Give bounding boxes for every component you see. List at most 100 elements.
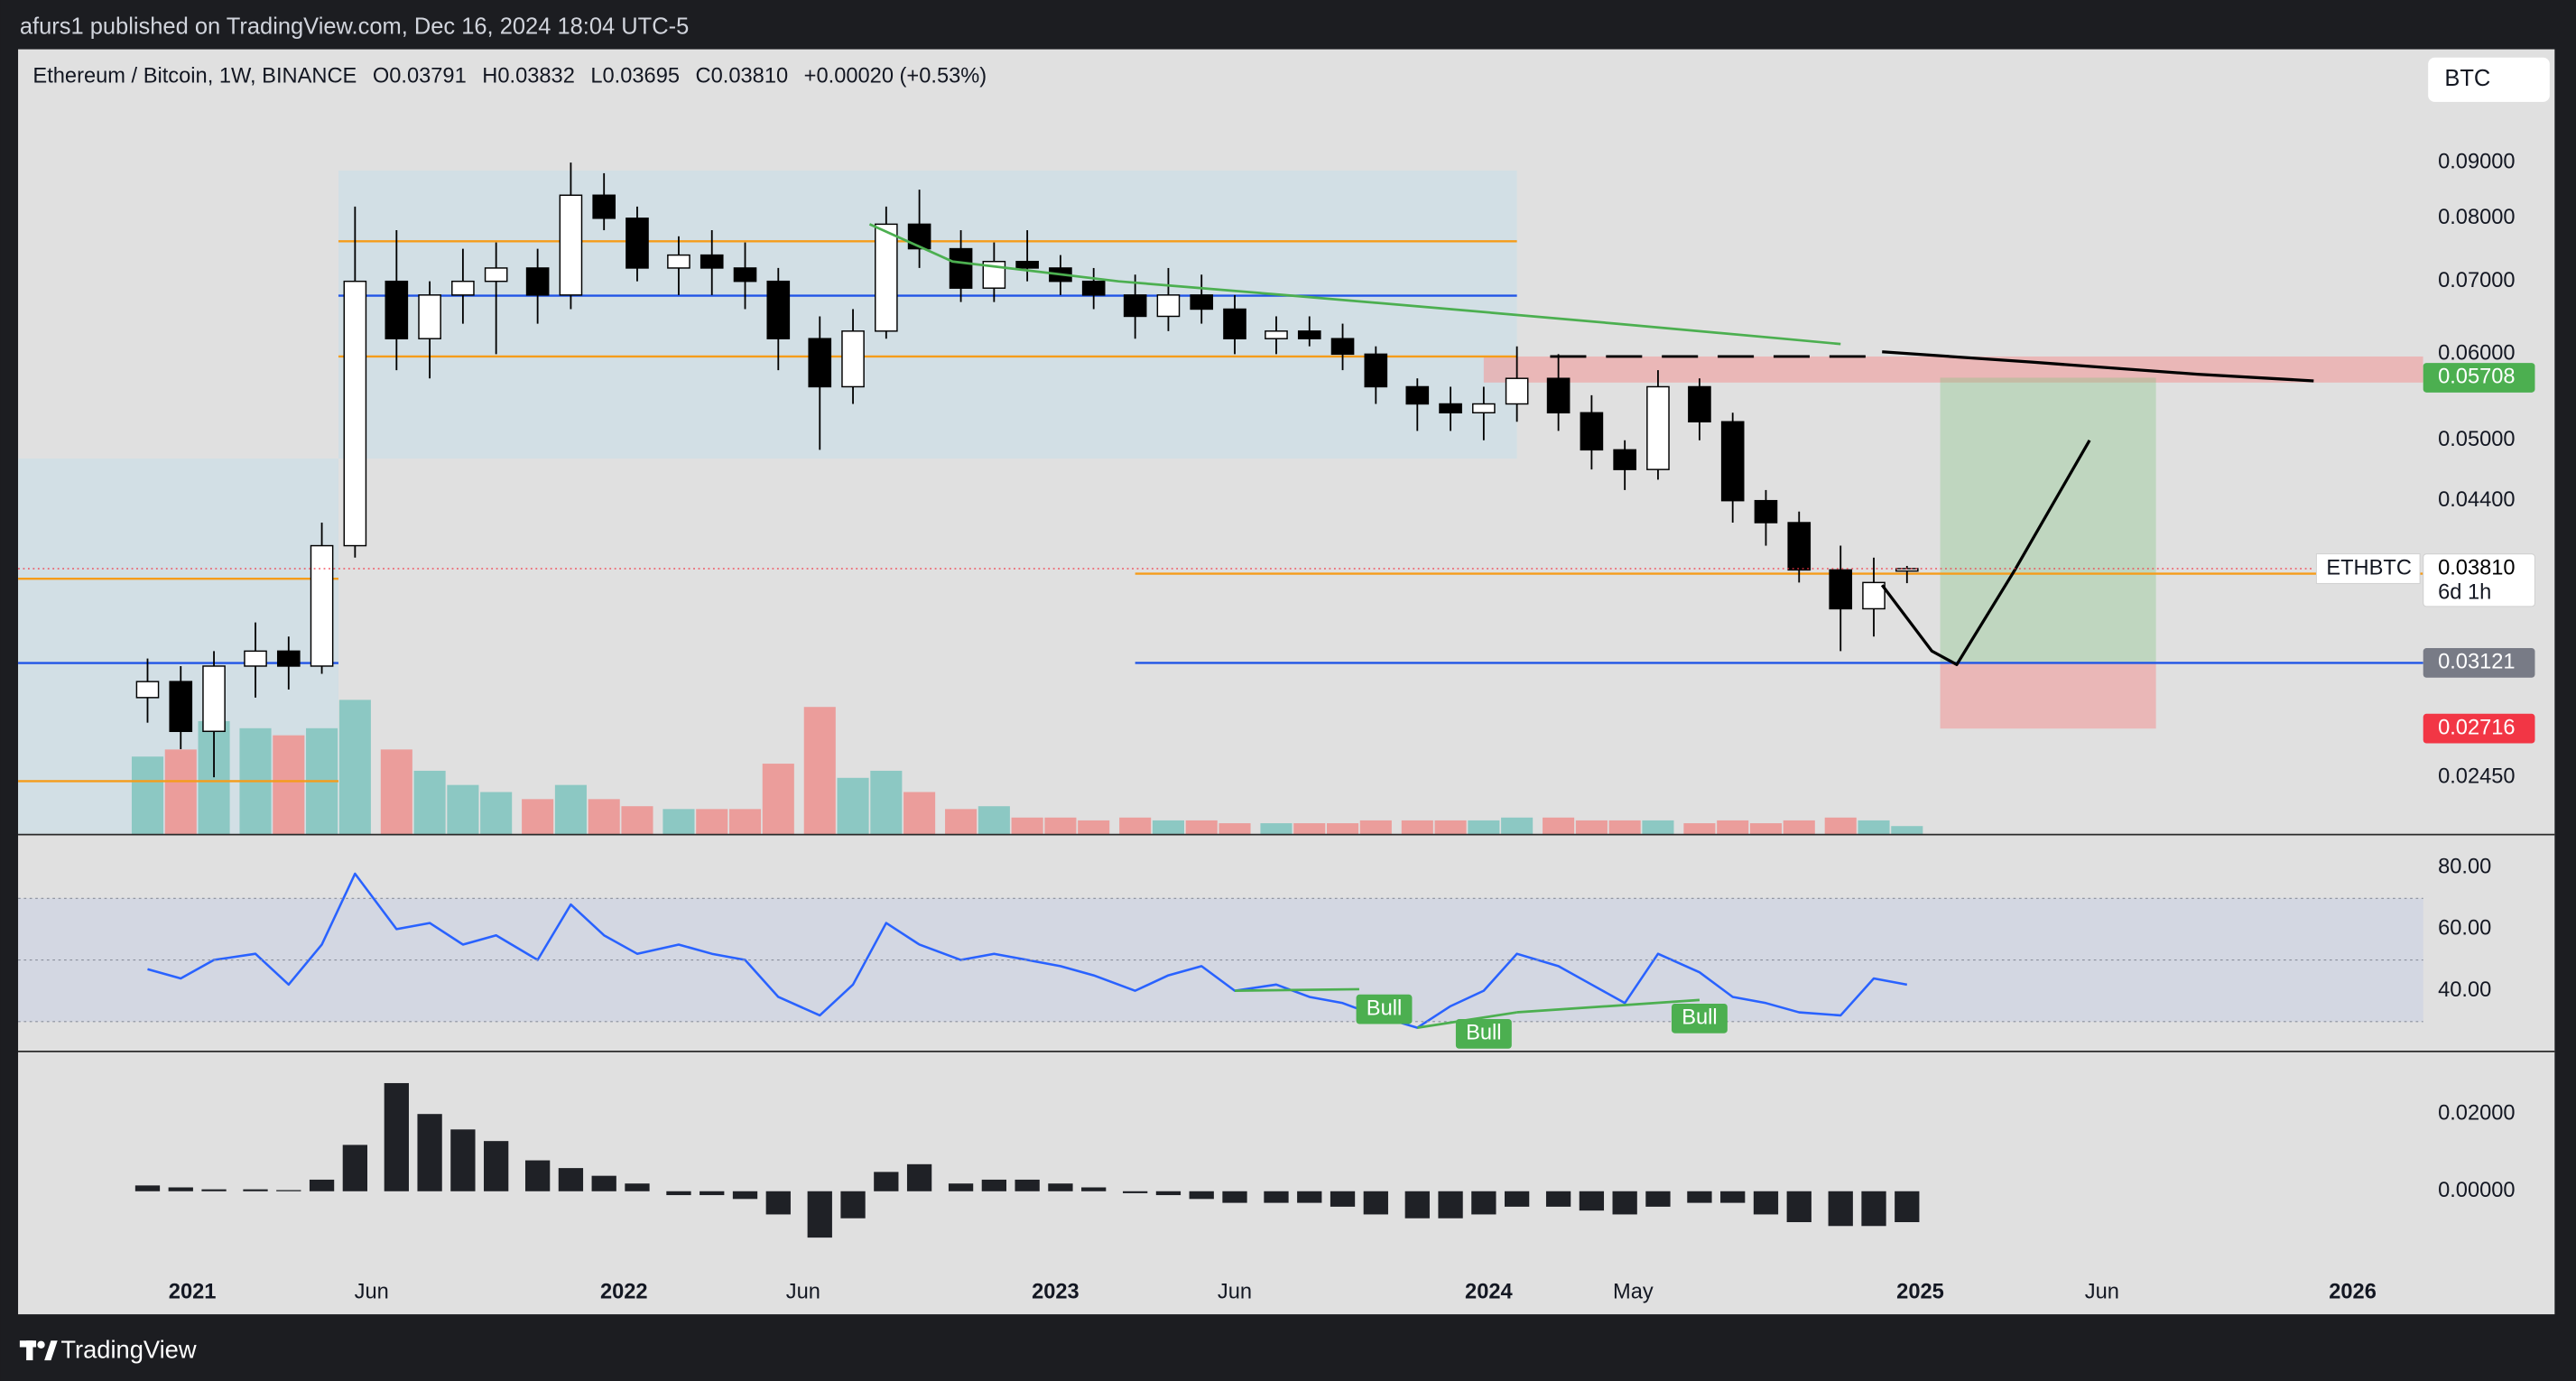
rsi-tick-label: 80.00 (2438, 855, 2491, 878)
candle-body (1546, 377, 1571, 414)
price-badge-label: 0.03810 (2438, 556, 2516, 579)
volume-bar (696, 809, 728, 835)
volume-bar (762, 764, 794, 835)
macd-bar (134, 1185, 161, 1191)
volume-bar (1434, 820, 1467, 835)
volume-bar (338, 700, 371, 835)
price-badge (2423, 648, 2535, 678)
candle-body (310, 544, 334, 667)
candle-body (1688, 385, 1711, 422)
macd-bar (1753, 1191, 1779, 1215)
macd-bar (1081, 1187, 1107, 1191)
logo-slash (44, 1340, 58, 1361)
y-tick-label: 0.02450 (2438, 765, 2516, 788)
macd-bar (1786, 1191, 1812, 1223)
candle-body (1439, 403, 1462, 414)
candle-body (1223, 308, 1246, 339)
macd-bar (1687, 1191, 1712, 1203)
volume-bar (588, 799, 620, 835)
countdown: 6d 1h (2438, 581, 2491, 605)
macd-bar (625, 1183, 650, 1191)
divergence-line (1516, 998, 1700, 1014)
volume-bar (480, 792, 513, 835)
volume-bar (1152, 820, 1184, 835)
chart-legend: Ethereum / Bitcoin, 1W, BINANCE O0.03791… (32, 65, 987, 88)
price-badge (2423, 553, 2536, 607)
volume-bar (728, 809, 762, 835)
macd-bar (1471, 1191, 1496, 1215)
x-tick-label: 2024 (1465, 1281, 1513, 1304)
bull-label: Bull (1682, 1006, 1717, 1030)
candle-body (1190, 294, 1214, 310)
candle-body (1364, 353, 1388, 388)
candle-body (1505, 377, 1529, 405)
volume-bar (1543, 817, 1575, 835)
volume-bar (1293, 823, 1326, 835)
candle-body (1754, 499, 1778, 524)
y-tick-label: 0.09000 (2438, 150, 2516, 173)
logo-dot (37, 1340, 45, 1349)
chart-layer: 0.09000 0.08000 0.07000 0.06000 0.05000 0.044… (18, 150, 2555, 1304)
symbol-tag-label: ETHBTC (2326, 556, 2412, 579)
macd-bar (342, 1145, 367, 1191)
candle-body (625, 218, 649, 269)
currency-button[interactable] (2428, 57, 2550, 102)
volume-bar (380, 749, 412, 835)
currency-button-label[interactable]: BTC (2444, 66, 2490, 91)
candle-body (343, 280, 367, 547)
macd-bar (1297, 1191, 1322, 1203)
divergence-line (1234, 987, 1359, 993)
price-badge (2423, 363, 2535, 393)
volume-bar (413, 770, 446, 835)
macd-bar (765, 1191, 791, 1215)
volume-bar (1219, 823, 1251, 835)
volume-bar (837, 777, 869, 835)
candle-body (276, 650, 301, 667)
macd-bar (874, 1172, 899, 1191)
rsi-tick-label: 40.00 (2438, 978, 2491, 1002)
volume-bar (870, 770, 903, 835)
y-tick-label: 0.08000 (2438, 206, 2516, 229)
candle-body (733, 267, 757, 283)
candle-body (1156, 294, 1181, 318)
volume-bar (1401, 820, 1433, 835)
projection-curve (1882, 350, 2314, 383)
macd-bar (840, 1191, 866, 1219)
logo-stem (26, 1340, 33, 1361)
candle-body (700, 254, 724, 269)
macd-bar (1545, 1191, 1571, 1207)
macd-bar (384, 1082, 409, 1191)
candle-body (169, 681, 193, 732)
y-tick-label: 0.04400 (2438, 488, 2516, 512)
volume-bar (1608, 820, 1641, 835)
macd-bar (591, 1175, 616, 1191)
rsi-tick-label: 60.00 (2438, 917, 2491, 941)
macd-bar (1645, 1191, 1671, 1207)
volume-bar (663, 809, 695, 835)
candle-body (1297, 330, 1321, 339)
volume-bar (1824, 817, 1857, 835)
x-tick-label: 2021 (169, 1281, 217, 1304)
volume-bar (978, 806, 1010, 835)
macd-bar (1504, 1191, 1530, 1207)
symbol-title: Ethereum / Bitcoin, 1W, BINANCE (32, 65, 357, 88)
macd-bar (1579, 1191, 1605, 1211)
legend-open: O0.03791 (373, 65, 467, 88)
macd-tick-label: 0.00000 (2438, 1179, 2516, 1202)
legend-high: H0.03832 (482, 65, 575, 88)
volume-bar (1575, 820, 1608, 835)
candle-body (949, 247, 973, 289)
zone (338, 170, 1517, 459)
x-tick-label: 2025 (1896, 1281, 1944, 1304)
volume-bar (1501, 817, 1534, 835)
volume-bar (1717, 820, 1749, 835)
volume-bar (164, 749, 197, 835)
macd-bar (484, 1141, 509, 1191)
volume-bar (1185, 820, 1218, 835)
volume-bar (447, 784, 479, 835)
candle-body (808, 338, 832, 388)
macd-bar (1189, 1191, 1214, 1200)
candle-body (559, 194, 583, 296)
macd-bar (1828, 1191, 1853, 1227)
